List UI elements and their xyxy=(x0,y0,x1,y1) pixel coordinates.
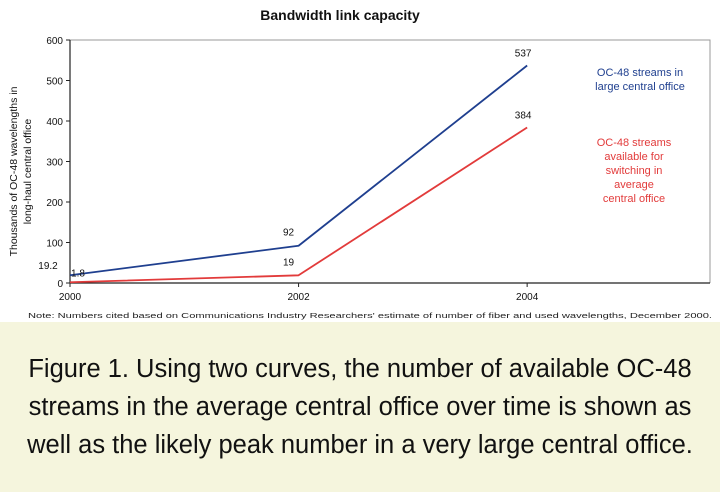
series-lines xyxy=(69,64,528,284)
series-2-label: average xyxy=(614,179,654,191)
data-label: 19 xyxy=(283,257,295,268)
series-line-2 xyxy=(69,126,528,284)
chart-note: Note: Numbers cited based on Communicati… xyxy=(28,311,712,320)
line-chart: Bandwidth link capacity Thousands of OC-… xyxy=(8,7,712,320)
y-axis-ticks: 0 100 200 300 400 500 600 xyxy=(46,36,70,290)
plot-frame xyxy=(70,39,711,283)
value-labels: 19.2 92 537 1.8 19 384 xyxy=(38,49,532,280)
y-axis-label-line: long-haul central office xyxy=(22,119,34,225)
x-tick-label: 2002 xyxy=(287,292,310,303)
caption-panel: Figure 1. Using two curves, the number o… xyxy=(0,322,720,492)
data-label: 92 xyxy=(283,228,295,239)
data-label: 384 xyxy=(515,110,532,121)
x-tick-label: 2004 xyxy=(516,292,539,303)
x-axis-ticks: 2000 2002 2004 xyxy=(59,283,539,303)
series-labels: OC-48 streams in large central office OC-4… xyxy=(595,67,685,205)
y-tick-label: 500 xyxy=(46,77,63,88)
y-axis-label: Thousands of OC-48 wavelengths in long-ha… xyxy=(8,86,34,256)
x-tick-label: 2000 xyxy=(59,292,82,303)
y-tick-label: 100 xyxy=(46,239,63,250)
y-tick-label: 300 xyxy=(46,158,63,169)
series-1-label: large central office xyxy=(595,81,685,93)
y-axis-label-line: Thousands of OC-48 wavelengths in xyxy=(8,86,20,256)
y-tick-label: 600 xyxy=(46,36,63,47)
y-tick-label: 400 xyxy=(46,117,63,128)
chart-panel: Bandwidth link capacity Thousands of OC-… xyxy=(8,7,712,320)
y-tick-label: 200 xyxy=(46,198,63,209)
series-1-label: OC-48 streams in xyxy=(597,67,683,79)
series-2-label: switching in xyxy=(606,165,663,177)
figure-caption: Figure 1. Using two curves, the number o… xyxy=(27,355,693,459)
data-label: 19.2 xyxy=(38,261,58,272)
series-2-label: central office xyxy=(603,193,665,205)
y-tick-label: 0 xyxy=(57,279,63,290)
data-label: 537 xyxy=(515,49,532,60)
data-label: 1.8 xyxy=(71,268,85,279)
chart-title: Bandwidth link capacity xyxy=(260,7,420,23)
series-line-1 xyxy=(69,64,528,277)
series-2-label: OC-48 streams xyxy=(597,137,672,149)
series-2-label: available for xyxy=(604,151,664,163)
